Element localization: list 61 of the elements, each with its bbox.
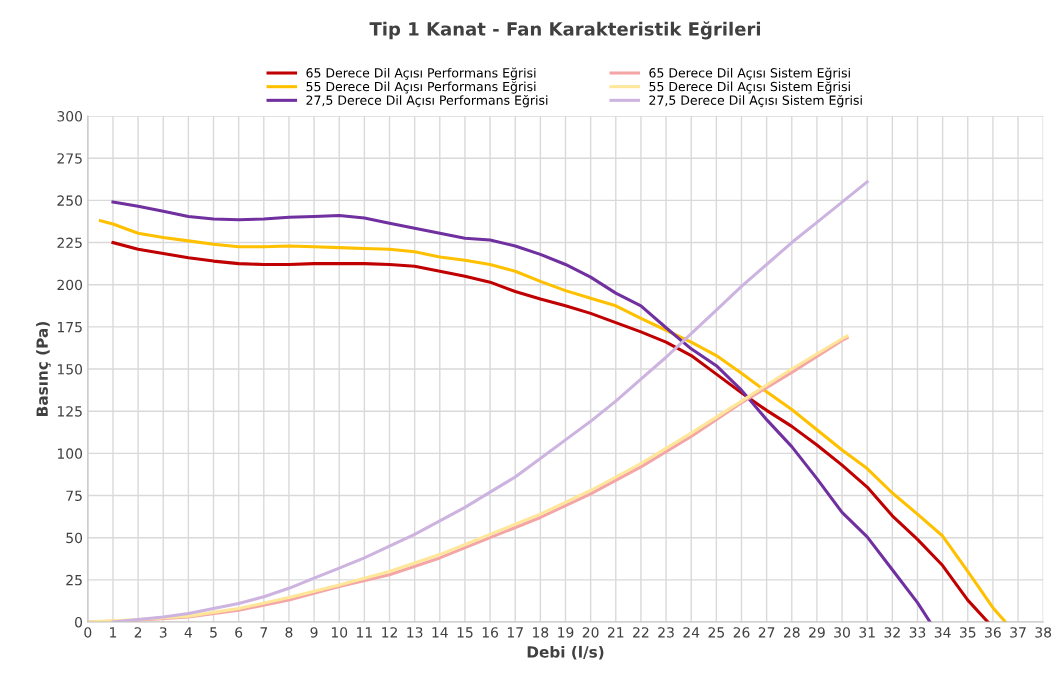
y-tick-label: 200 [57, 279, 83, 291]
x-tick-label: 16 [482, 627, 499, 638]
x-tick-label: 17 [507, 627, 523, 638]
x-tick-label: 33 [909, 627, 926, 638]
y-tick-label: 250 [57, 195, 83, 206]
legend-label: 27,5 Derece Dil Açısı Performans Eğrisi [306, 94, 548, 108]
legend-label: 65 Derece Dil Açısı Performans Eğrisi [306, 67, 536, 80]
x-tick-label: 0 [84, 627, 92, 638]
y-tick-label: 225 [57, 237, 82, 249]
legend-label: 55 Derece Dil Açısı Performans Eğrisi [306, 81, 536, 94]
x-tick-label: 24 [683, 627, 700, 638]
x-tick-label: 30 [834, 627, 850, 638]
x-axis-title: Debi (l/s) [527, 645, 604, 660]
x-tick-label: 32 [884, 627, 900, 638]
y-tick-label: 175 [57, 322, 82, 333]
x-tick-label: 13 [407, 627, 423, 638]
y-tick-label: 0 [75, 616, 83, 628]
x-tick-label: 35 [959, 627, 976, 638]
x-tick-label: 29 [809, 627, 825, 638]
x-tick-label: 9 [310, 627, 318, 638]
x-tick-label: 19 [558, 627, 574, 638]
y-tick-label: 75 [66, 490, 82, 502]
legend-label: 65 Derece Dil Açısı Sistem Eğrisi [649, 67, 850, 80]
x-tick-label: 38 [1035, 627, 1052, 638]
legend-label: 27,5 Derece Dil Açısı Sistem Eğrisi [649, 94, 862, 108]
x-tick-label: 18 [533, 627, 549, 638]
x-tick-label: 28 [783, 627, 800, 638]
x-tick-label: 23 [658, 627, 674, 638]
chart-title: Tip 1 Kanat - Fan Karakteristik Eğrileri [369, 21, 761, 40]
x-tick-label: 27 [758, 627, 775, 638]
x-tick-label: 5 [210, 627, 217, 638]
x-tick-label: 36 [985, 627, 1001, 638]
y-tick-label: 300 [57, 111, 83, 122]
y-tick-label: 275 [57, 153, 82, 164]
x-tick-label: 31 [859, 627, 875, 638]
x-tick-label: 11 [357, 627, 372, 638]
x-tick-label: 6 [235, 627, 243, 638]
y-tick-label: 50 [66, 532, 83, 544]
x-tick-label: 37 [1010, 627, 1026, 638]
x-tick-label: 2 [134, 627, 142, 638]
x-tick-label: 3 [159, 627, 167, 638]
x-tick-label: 15 [457, 627, 473, 638]
x-tick-label: 25 [708, 627, 724, 638]
x-tick-label: 20 [582, 627, 599, 638]
x-tick-label: 8 [285, 627, 293, 638]
y-tick-label: 125 [57, 406, 82, 417]
x-tick-label: 22 [633, 627, 649, 638]
x-tick-label: 12 [382, 627, 397, 638]
x-tick-label: 34 [934, 627, 951, 638]
y-tick-label: 25 [66, 574, 82, 586]
y-tick-label: 100 [57, 448, 83, 459]
y-axis-title: Basınç (Pa) [36, 322, 51, 416]
x-tick-label: 21 [607, 627, 624, 638]
x-tick-label: 14 [432, 627, 448, 638]
x-tick-label: 26 [733, 627, 750, 638]
y-tick-label: 150 [57, 364, 83, 375]
legend-label: 55 Derece Dil Açısı Sistem Eğrisi [649, 81, 850, 94]
x-tick-label: 10 [331, 627, 348, 638]
x-tick-label: 7 [260, 627, 268, 638]
x-tick-label: 4 [184, 627, 193, 638]
x-tick-label: 1 [110, 627, 117, 638]
